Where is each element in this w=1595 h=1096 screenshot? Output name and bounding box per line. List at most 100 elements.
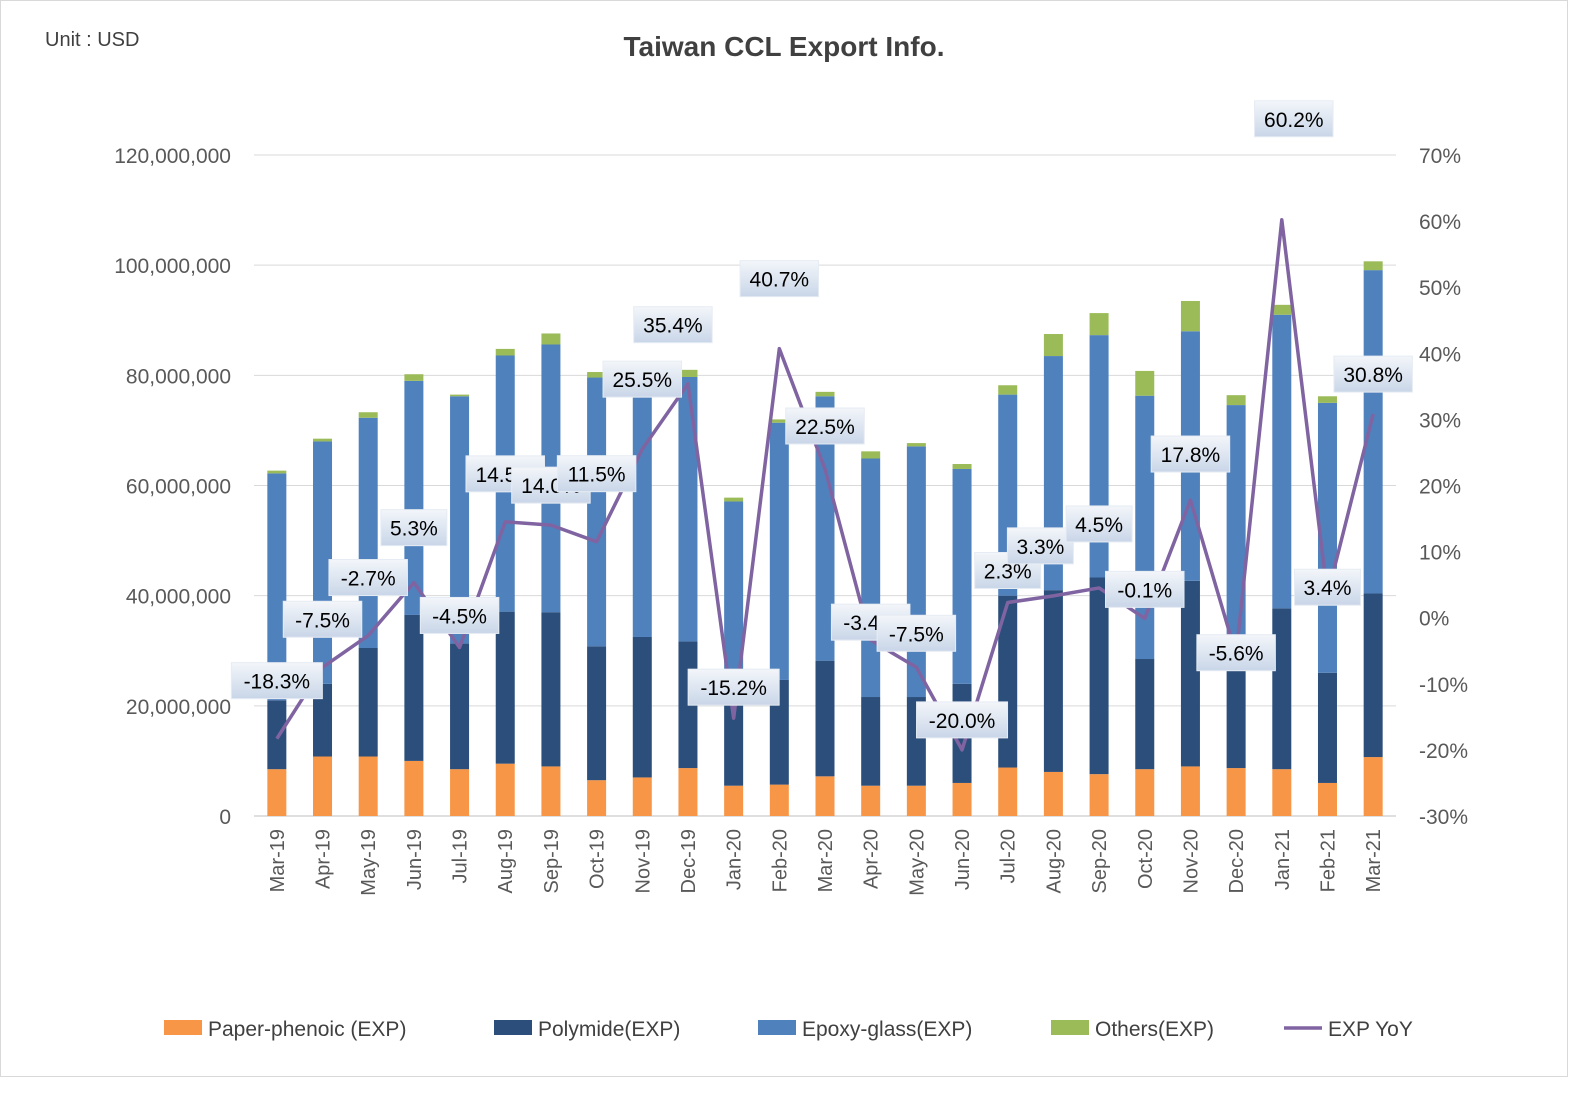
data-label: 3.4% [1304,577,1352,600]
data-label-box [602,360,683,398]
bar-segment [1135,769,1155,816]
data-label: 2.3% [984,560,1032,583]
bar-segment [861,697,881,786]
data-label: -15.2% [700,677,767,700]
bar-segment [267,470,287,474]
bar-segment [1089,774,1109,816]
y-right-tick-label: 60% [1419,211,1461,234]
x-tick-label: Dec-20 [1226,829,1248,893]
bar-segment [267,700,287,770]
x-tick-label: Jan-20 [724,829,746,890]
bar-segment [404,374,424,381]
bar-segment [541,612,561,767]
x-tick-label: Mar-20 [815,829,837,892]
x-tick-label: Jan-21 [1272,829,1294,890]
data-label-box [1254,100,1334,138]
data-label-box [876,614,957,652]
bar-segment [404,614,424,761]
y-right-tick-label: -30% [1419,806,1468,829]
data-label: -7.5% [889,623,944,646]
bar-segment [769,422,789,680]
x-tick-label: Oct-19 [587,829,609,889]
legend-swatch [758,1020,796,1035]
data-label: -4.5% [432,605,487,628]
bar-segment [1180,300,1200,332]
bar-segment [678,369,698,377]
y-right-tick-label: 10% [1419,542,1461,565]
data-label-box [633,306,713,344]
y-right-tick-label: -20% [1419,740,1468,763]
legend-swatch [164,1020,202,1035]
bar-segment [1226,646,1246,769]
bar-segment [1363,757,1383,816]
bar-segment [952,464,972,469]
bar-segment [1180,580,1200,767]
x-tick-label: Mar-19 [267,829,289,892]
bar-segment [541,333,561,345]
data-label: 40.7% [750,269,810,292]
bar-segment [1226,395,1246,406]
bar-segment [769,679,789,785]
chart-plot: 0 20,000,000 40,000,000 60,000,000 80,000,00… [114,100,1468,1041]
bar-segment [313,683,333,757]
bar-segment [1272,769,1292,816]
y-left-tick-label: 0 [219,806,231,829]
bar-segment [815,776,835,816]
bar-segment [267,769,287,816]
data-label: -5.6% [1209,643,1264,666]
bar-segment [769,419,789,423]
data-label-box [1293,568,1361,606]
x-tick-label: May-19 [358,829,380,896]
bar-segment [1363,270,1383,594]
bar-segment [952,468,972,684]
bar-segment [815,396,835,661]
bar-segment [632,385,652,637]
y-left-tick-label: 80,000,000 [126,365,231,388]
bar-segment [952,782,972,816]
bar-segment [1089,313,1109,336]
data-label-box [1333,355,1413,393]
legend-label: Epoxy-glass(EXP) [802,1018,972,1041]
bar-segment [724,785,744,816]
data-label: -20.0% [929,710,996,733]
bar-segment [404,380,424,615]
yoy-line [275,218,1375,752]
bar-segment [724,497,744,502]
bar-segment [1226,405,1246,647]
data-label: 5.3% [390,518,438,541]
legend-swatch [1051,1020,1089,1035]
y-left-tick-label: 120,000,000 [114,145,231,168]
bar-segment [861,458,881,698]
data-label-box [687,668,780,706]
data-label: -0.1% [1117,579,1172,602]
y-left-tick-label: 40,000,000 [126,586,231,609]
bar-segment [313,438,333,442]
bar-segment [1272,608,1292,770]
x-tick-label: Dec-19 [678,829,700,893]
x-tick-label: Jul-20 [998,829,1020,883]
data-label: 17.8% [1161,444,1221,467]
chart-frame: Unit : USD Taiwan CCL Export Info. 0 20,0… [0,0,1568,1077]
bar-segment [450,643,470,770]
bar-segment [1317,782,1337,816]
y-right-tick-label: 30% [1419,409,1461,432]
bar-segment [1272,314,1292,609]
x-tick-label: Nov-20 [1180,829,1202,893]
legend-label: Paper-phenoic (EXP) [208,1018,406,1041]
x-tick-label: Nov-19 [632,829,654,893]
unit-label: Unit : USD [45,29,140,51]
bar-segment [724,501,744,695]
legend-label: Others(EXP) [1095,1018,1214,1041]
bar-segment [587,646,607,781]
data-label: 25.5% [613,369,673,392]
chart-title: Taiwan CCL Export Info. [623,31,945,62]
bar-segment [724,694,744,786]
bar-segment [632,636,652,778]
x-tick-label: Apr-20 [861,829,883,889]
data-label: -2.7% [341,568,396,591]
bar-segment [450,394,470,397]
data-label: 22.5% [795,416,855,439]
x-tick-label: Feb-20 [769,829,791,892]
data-label: -18.3% [244,671,311,694]
x-tick-label: Sep-20 [1089,829,1111,894]
